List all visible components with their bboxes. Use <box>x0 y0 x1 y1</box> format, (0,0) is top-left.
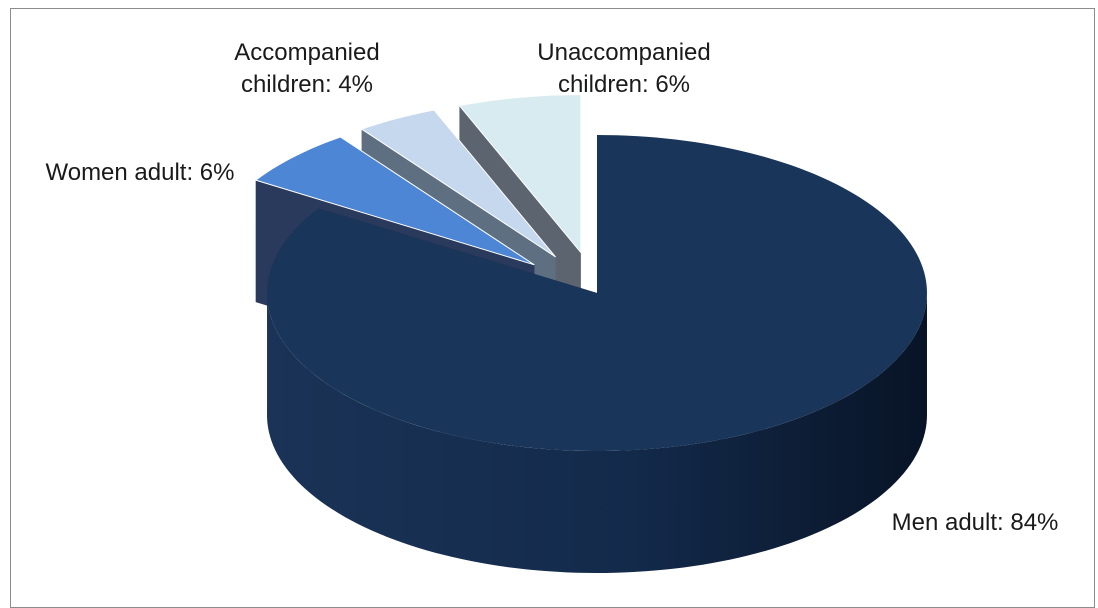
data-label-line: children: 4% <box>241 71 373 98</box>
data-label-line: Accompanied <box>234 39 379 66</box>
data-label-accompanied-children: Accompanied children: 4% <box>234 39 379 98</box>
slice-top-unaccompanied-children <box>458 94 582 254</box>
data-label-line: children: 6% <box>558 71 690 98</box>
slice-top-men-adult <box>267 135 927 451</box>
slice-wall-men-adult-0 <box>267 290 927 573</box>
data-label-line: Women adult: 6% <box>46 159 235 186</box>
data-label-women-adult: Women adult: 6% <box>46 159 235 186</box>
slice-men-adult <box>267 135 927 573</box>
pie-chart: Men adult: 84% Women adult: 6% Accompanied… <box>46 39 1059 573</box>
data-label-men-adult: Men adult: 84% <box>892 509 1059 536</box>
slice-top-women-adult <box>254 136 535 266</box>
data-label-line: Unaccompanied <box>537 39 710 66</box>
data-label-unaccompanied-children: Unaccompanied children: 6% <box>537 39 710 98</box>
data-label-line: Men adult: 84% <box>892 509 1059 536</box>
slice-top-accompanied-children <box>360 109 556 258</box>
